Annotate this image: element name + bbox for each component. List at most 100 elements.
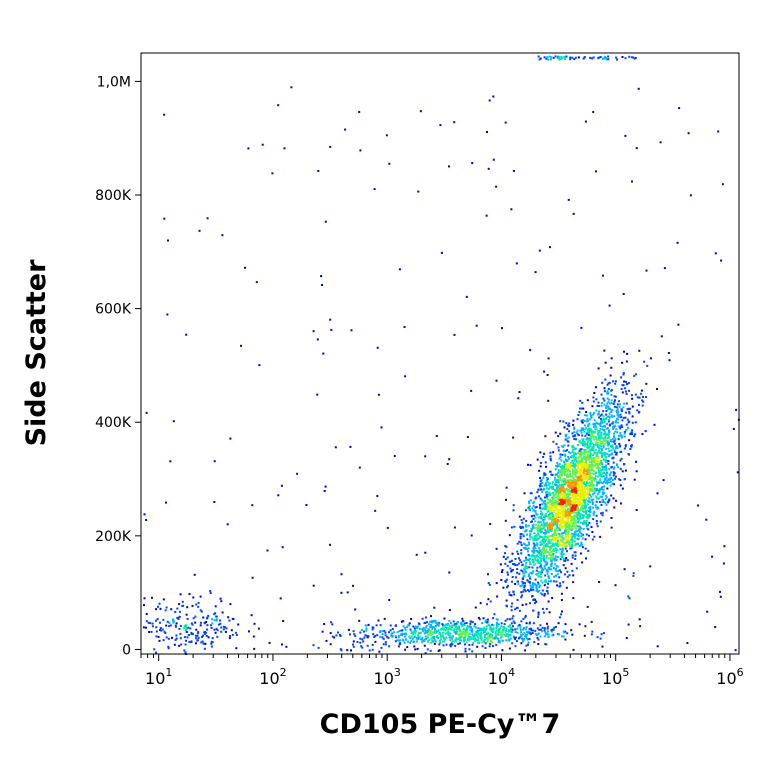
data-point — [592, 443, 595, 446]
data-point — [541, 550, 544, 553]
data-point — [603, 443, 606, 446]
data-point — [531, 550, 534, 553]
data-point — [571, 508, 573, 511]
data-point — [458, 634, 461, 637]
data-point — [660, 335, 663, 338]
data-point — [612, 471, 615, 474]
data-point — [528, 575, 531, 578]
data-point — [250, 614, 253, 617]
data-point — [564, 482, 567, 485]
data-point — [596, 481, 599, 484]
data-point — [551, 481, 554, 484]
data-point — [513, 636, 516, 639]
data-point — [196, 634, 199, 637]
data-point — [579, 461, 582, 464]
data-point — [603, 399, 606, 402]
data-point — [560, 532, 563, 535]
data-point — [559, 552, 562, 555]
data-point — [561, 543, 564, 546]
data-point — [543, 592, 546, 595]
data-point — [159, 607, 162, 610]
data-point — [492, 617, 495, 620]
data-point — [235, 634, 238, 636]
data-point — [618, 478, 621, 481]
data-point — [511, 602, 514, 605]
data-point — [617, 425, 620, 428]
data-point — [580, 467, 583, 469]
data-point — [466, 436, 469, 438]
data-point — [538, 552, 541, 554]
data-point — [600, 633, 603, 636]
data-point — [474, 606, 477, 609]
data-point — [516, 627, 519, 630]
data-point — [548, 577, 551, 580]
data-point — [522, 578, 524, 580]
data-point — [524, 565, 527, 568]
data-point — [602, 439, 605, 442]
data-point — [175, 637, 178, 640]
data-point — [519, 533, 522, 535]
data-point — [461, 632, 464, 635]
data-point — [535, 534, 538, 537]
data-point — [539, 635, 542, 638]
data-point — [561, 545, 564, 548]
data-point — [588, 465, 591, 468]
data-point — [569, 512, 572, 515]
data-point — [543, 523, 546, 526]
data-point — [551, 535, 554, 537]
data-point — [545, 495, 548, 498]
data-point — [566, 470, 569, 472]
data-point — [532, 547, 535, 550]
data-point — [567, 540, 570, 543]
data-point — [619, 403, 621, 406]
data-point — [565, 504, 568, 507]
data-point — [548, 551, 551, 554]
data-point — [335, 634, 338, 637]
data-point — [579, 513, 582, 515]
data-point — [563, 480, 566, 483]
data-point — [584, 462, 587, 465]
data-point — [561, 550, 564, 553]
data-point — [509, 629, 512, 632]
data-point — [578, 528, 581, 531]
data-point — [477, 636, 480, 639]
data-point — [532, 542, 535, 545]
data-point — [584, 507, 587, 510]
data-point — [423, 644, 426, 647]
data-point — [456, 621, 459, 624]
data-point — [458, 642, 461, 645]
data-point — [550, 521, 553, 524]
data-point — [358, 619, 361, 622]
data-point — [159, 627, 162, 629]
data-point — [549, 470, 552, 473]
data-point — [606, 392, 609, 395]
data-point — [624, 444, 627, 447]
data-point — [430, 637, 433, 640]
data-point — [582, 57, 585, 60]
data-point — [205, 634, 208, 637]
data-point — [540, 479, 543, 481]
data-point — [588, 418, 591, 421]
data-point — [520, 569, 523, 572]
data-point — [574, 485, 577, 488]
data-point — [635, 460, 638, 463]
data-point — [186, 618, 189, 620]
data-point — [642, 400, 645, 403]
data-point — [431, 621, 433, 624]
data-point — [619, 459, 622, 462]
data-point — [538, 562, 541, 565]
data-point — [541, 503, 544, 506]
data-point — [605, 494, 608, 497]
data-point — [624, 134, 627, 137]
data-point — [559, 420, 562, 423]
data-point — [618, 425, 621, 428]
data-point — [566, 499, 569, 502]
data-point — [545, 491, 548, 494]
data-point — [547, 492, 550, 495]
data-point — [536, 529, 539, 532]
data-point — [554, 515, 557, 518]
data-point — [558, 569, 561, 572]
data-point — [551, 562, 553, 565]
data-point — [546, 545, 549, 548]
data-point — [593, 435, 596, 438]
